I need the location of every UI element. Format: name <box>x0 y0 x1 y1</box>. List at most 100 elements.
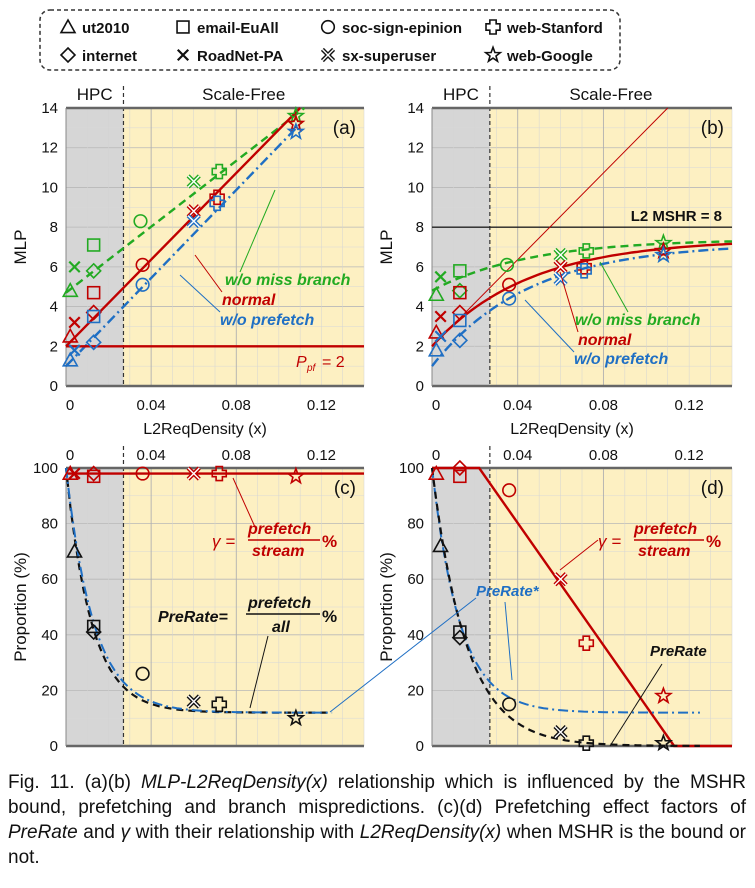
y-tick-label: 6 <box>50 259 58 276</box>
marker-circle <box>135 666 150 681</box>
marker-circle <box>133 214 148 229</box>
marker-xcircle <box>553 259 568 274</box>
x-tick-label: 0.04 <box>137 397 166 414</box>
marker-star <box>286 121 306 141</box>
marker-circle <box>320 19 336 35</box>
gamma-pct: % <box>706 532 721 551</box>
y-tick-label: 14 <box>41 100 58 117</box>
marker-star <box>653 244 674 264</box>
marker-triangle <box>59 18 77 34</box>
leader <box>179 274 221 313</box>
gamma-annotation: γ = <box>598 532 621 551</box>
marker-circle <box>135 257 150 272</box>
marker-diamond <box>451 304 468 321</box>
marker-xcircle <box>553 725 568 740</box>
annotation-miss-branch: w/o miss branch <box>575 312 701 329</box>
x-tick-label: 0.04 <box>503 447 532 464</box>
panel-label: (c) <box>334 478 356 499</box>
hpc-label: HPC <box>77 85 113 104</box>
leader <box>559 539 599 571</box>
y-tick-label: 10 <box>41 179 58 196</box>
marker-xcircle <box>186 174 201 189</box>
gamma-den: stream <box>252 543 304 560</box>
marker-star <box>286 113 306 133</box>
y-tick-label: 10 <box>407 179 424 196</box>
marker-triangle <box>427 286 445 302</box>
panel-b: 0 2 4 6 8 10 12 14 0 0.04 0.08 0.12 HPC Scale-Free L2R… <box>377 85 733 438</box>
marker-x <box>176 48 190 62</box>
marker-star <box>286 105 306 125</box>
annotation-ppf: P <box>296 354 307 371</box>
marker-xcircle-inner <box>554 272 567 285</box>
y-tick-label: 2 <box>50 338 58 355</box>
legend-label: web-Stanford <box>506 20 603 37</box>
x-tick-label: 0.08 <box>222 447 251 464</box>
marker-square <box>176 20 190 34</box>
marker-cross <box>211 696 228 713</box>
annotation-normal: normal <box>578 332 632 349</box>
marker-xcircle <box>186 214 201 229</box>
marker-diamond <box>451 332 468 349</box>
marker-square <box>86 285 101 300</box>
marker-xcircle-inner <box>321 48 335 62</box>
y-tick-label: 0 <box>416 378 424 395</box>
hpc-label: HPC <box>443 85 479 104</box>
marker-square <box>86 309 101 324</box>
y-tick-label: 60 <box>407 571 424 588</box>
marker-square <box>86 469 101 484</box>
y-tick-label: 6 <box>416 259 424 276</box>
fit-curve <box>431 240 733 292</box>
marker-circle <box>499 257 515 272</box>
caption-text: L2ReqDensity(x) <box>359 822 502 843</box>
x-tick-label: 0.12 <box>307 397 336 414</box>
caption-text: when MSHR is the bound or not. <box>8 822 747 868</box>
marker-triangle <box>61 351 79 367</box>
fit-line <box>65 107 301 348</box>
reference-line <box>431 107 669 347</box>
leader <box>232 477 256 528</box>
annotation-ppf-sub: pf <box>306 363 317 374</box>
y-tick-label: 100 <box>33 460 58 477</box>
marker-square <box>86 619 101 634</box>
caption-text: PreRate <box>8 822 78 843</box>
fit-line <box>65 123 302 367</box>
scale-free-label: Scale-Free <box>202 85 285 104</box>
marker-xcircle <box>553 271 568 286</box>
panel-label: (d) <box>701 478 724 499</box>
x-tick-label: 0.08 <box>589 397 618 414</box>
y-tick-label: 8 <box>50 219 58 236</box>
marker-xcircle-inner <box>554 573 567 586</box>
x-tick-label: 0 <box>66 447 74 464</box>
marker-cross <box>578 243 595 259</box>
figure: ut2010 email-EuAll soc-sign-epinion web-Sta… <box>11 9 733 755</box>
y-tick-label: 14 <box>407 100 424 117</box>
marker-cross <box>578 635 595 651</box>
scale-free-label: Scale-Free <box>569 85 652 104</box>
marker-triangle <box>66 542 83 558</box>
y-tick-label: 40 <box>407 627 424 644</box>
y-tick-label: 20 <box>407 682 424 699</box>
legend-label: ut2010 <box>82 20 130 37</box>
marker-square <box>453 625 467 639</box>
y-tick-label: 0 <box>50 378 58 395</box>
y-axis-label: Proportion (%) <box>377 552 396 662</box>
y-tick-label: 12 <box>407 140 424 157</box>
marker-star <box>483 44 503 64</box>
marker-circle <box>502 291 517 306</box>
marker-cross <box>211 465 228 482</box>
marker-x <box>68 467 81 480</box>
panel-label: (b) <box>701 118 724 139</box>
marker-xcircle-inner <box>187 467 200 480</box>
marker-x <box>434 270 447 283</box>
marker-star <box>653 240 674 260</box>
x-tick-label: 0.12 <box>675 397 704 414</box>
leader <box>599 261 629 313</box>
marker-cross <box>485 19 501 35</box>
caption-text: with their relationship with <box>130 822 360 843</box>
leader <box>609 663 663 747</box>
marker-circle <box>502 277 517 292</box>
fit-curve <box>431 247 733 367</box>
legend-label: web-Google <box>506 48 593 65</box>
cross-panel-leader <box>329 597 477 713</box>
y-axis-label: MLP <box>377 230 396 265</box>
